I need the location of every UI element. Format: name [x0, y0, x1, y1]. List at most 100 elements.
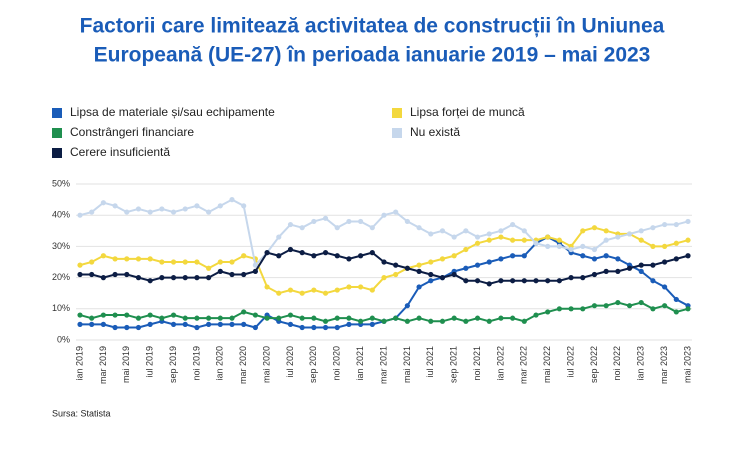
data-point: [673, 221, 679, 228]
data-point: [580, 243, 586, 249]
data-point: [299, 315, 305, 321]
data-point: [135, 275, 142, 281]
data-point: [463, 318, 469, 324]
data-point: [638, 299, 644, 306]
data-point: [673, 296, 679, 303]
data-point: [217, 203, 223, 209]
data-point: [77, 271, 83, 278]
data-point: [264, 315, 270, 321]
x-tick-label: sep 2019: [168, 346, 178, 383]
data-point: [346, 284, 352, 290]
data-point: [194, 315, 200, 321]
data-point: [252, 312, 258, 318]
x-tick-label: mai 2019: [121, 346, 131, 383]
data-point: [159, 275, 165, 281]
data-point: [416, 225, 422, 231]
data-point: [662, 259, 668, 265]
data-point: [252, 324, 258, 331]
data-point: [498, 278, 504, 284]
data-point: [89, 321, 95, 327]
data-point: [369, 250, 375, 256]
data-point: [650, 262, 656, 268]
data-point: [521, 237, 527, 243]
x-tick-label: sep 2022: [589, 346, 599, 383]
x-tick-label: sep 2020: [308, 346, 318, 383]
data-point: [673, 309, 679, 315]
data-point: [685, 218, 691, 225]
data-point: [276, 290, 282, 296]
legend-swatch: [52, 108, 62, 118]
data-point: [194, 275, 200, 281]
data-point: [580, 228, 586, 234]
data-point: [603, 268, 609, 274]
data-point: [498, 228, 504, 234]
data-point: [159, 259, 165, 265]
data-point: [147, 209, 153, 215]
data-point: [591, 271, 598, 278]
data-point: [147, 256, 153, 262]
data-point: [100, 275, 106, 281]
legend-swatch: [52, 128, 62, 138]
data-point: [486, 281, 492, 287]
data-point: [135, 256, 142, 262]
data-point: [322, 290, 329, 296]
data-point: [510, 278, 516, 284]
data-point: [311, 287, 317, 293]
data-point: [486, 231, 492, 237]
data-point: [206, 265, 212, 271]
data-point: [580, 306, 586, 312]
data-point: [638, 228, 644, 234]
data-point: [194, 203, 200, 209]
data-point: [662, 284, 668, 290]
data-point: [182, 315, 188, 321]
data-point: [568, 306, 574, 312]
data-point: [112, 271, 118, 278]
data-point: [510, 237, 516, 243]
data-point: [124, 209, 130, 215]
data-point: [521, 228, 527, 234]
x-tick-label: mar 2020: [238, 346, 248, 384]
data-point: [112, 324, 118, 331]
legend-label: Lipsa forței de muncă: [410, 105, 525, 119]
data-point: [147, 278, 153, 284]
data-point: [159, 206, 165, 212]
x-tick-label: mar 2023: [659, 346, 669, 384]
data-point: [638, 268, 644, 274]
data-point: [229, 315, 235, 321]
data-point: [124, 271, 130, 278]
data-point: [463, 265, 469, 271]
data-point: [404, 218, 410, 225]
data-point: [369, 321, 375, 327]
data-point: [334, 287, 340, 293]
data-point: [287, 221, 294, 228]
data-point: [615, 256, 621, 262]
data-point: [124, 312, 130, 318]
data-point: [451, 253, 457, 259]
data-point: [264, 284, 270, 290]
data-point: [393, 271, 399, 278]
data-point: [170, 209, 177, 215]
x-tick-label: noi 2021: [472, 346, 482, 381]
x-tick-label: noi 2020: [332, 346, 342, 381]
data-point: [685, 306, 691, 312]
data-point: [463, 278, 469, 284]
chart-title: Europeană (UE-27) în perioada ianuarie 2…: [94, 44, 651, 67]
data-point: [451, 315, 457, 321]
data-point: [486, 237, 492, 243]
data-point: [299, 324, 305, 331]
data-point: [556, 243, 562, 249]
data-point: [287, 321, 294, 327]
x-tick-label: ian 2022: [495, 346, 505, 381]
data-point: [556, 237, 562, 243]
x-tick-label: mai 2020: [261, 346, 271, 383]
data-point: [662, 221, 668, 228]
data-point: [287, 312, 294, 318]
data-point: [170, 275, 177, 281]
data-point: [346, 218, 352, 225]
data-point: [626, 303, 633, 309]
data-point: [287, 287, 294, 293]
data-point: [626, 265, 633, 271]
y-tick-label: 30%: [52, 241, 70, 251]
data-point: [603, 253, 609, 259]
